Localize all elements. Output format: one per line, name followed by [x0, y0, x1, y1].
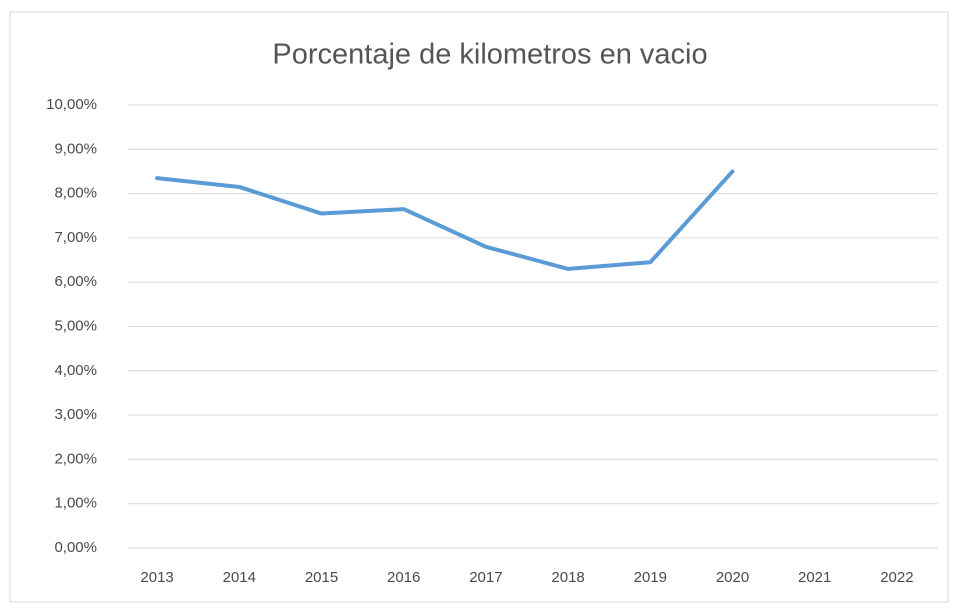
- y-tick-label: 3,00%: [54, 406, 97, 423]
- y-tick-label: 5,00%: [54, 317, 97, 334]
- y-tick-label: 6,00%: [54, 273, 97, 290]
- x-tick-label: 2020: [716, 569, 749, 586]
- data-line: [155, 169, 735, 271]
- x-tick-label: 2017: [469, 569, 502, 586]
- y-tick-label: 0,00%: [54, 539, 97, 556]
- x-tick-label: 2022: [880, 569, 913, 586]
- x-tick-label: 2021: [798, 569, 831, 586]
- x-tick-label: 2013: [140, 569, 173, 586]
- x-tick-label: 2018: [551, 569, 584, 586]
- x-tick-label: 2019: [634, 569, 667, 586]
- y-tick-label: 2,00%: [54, 450, 97, 467]
- chart-frame: [9, 11, 949, 603]
- y-tick-label: 10,00%: [46, 96, 97, 113]
- y-tick-label: 8,00%: [54, 185, 97, 202]
- y-tick-label: 1,00%: [54, 495, 97, 512]
- chart-title: Porcentaje de kilometros en vacio: [272, 39, 707, 71]
- y-tick-label: 4,00%: [54, 362, 97, 379]
- x-tick-label: 2015: [305, 569, 338, 586]
- y-tick-label: 7,00%: [54, 229, 97, 246]
- y-tick-label: 9,00%: [54, 140, 97, 157]
- x-tick-label: 2014: [223, 569, 256, 586]
- x-tick-label: 2016: [387, 569, 420, 586]
